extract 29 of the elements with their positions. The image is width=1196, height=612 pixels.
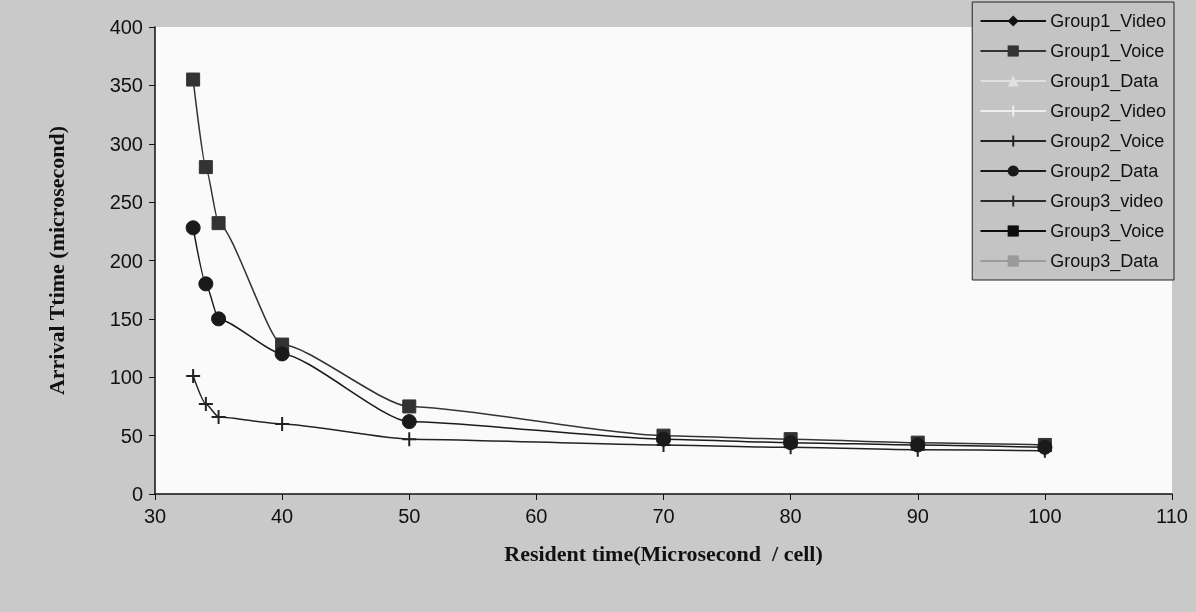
legend-label: Group1_Voice — [1050, 41, 1165, 62]
y-tick-label: 300 — [109, 132, 143, 155]
y-tick-label: 400 — [109, 16, 143, 38]
x-tick-label: 100 — [1028, 505, 1062, 527]
y-tick-label: 0 — [131, 483, 143, 505]
legend-label: Group1_Video — [1050, 11, 1166, 32]
x-tick-label: 70 — [652, 505, 675, 527]
x-tick-label: 60 — [525, 505, 548, 527]
x-tick-label: 90 — [906, 505, 929, 527]
y-axis-title: Arrival Ttime (microsecond) — [43, 125, 69, 396]
y-tick-label: 50 — [120, 424, 143, 447]
y-tick-label: 200 — [109, 249, 143, 272]
y-tick-label: 150 — [109, 307, 143, 330]
legend-label: Group2_Video — [1050, 101, 1166, 122]
y-tick-label: 250 — [109, 191, 143, 214]
legend-label: Group3_Voice — [1050, 221, 1165, 242]
x-tick-label: 110 — [1156, 505, 1188, 527]
legend-label: Group3_video — [1050, 191, 1164, 212]
legend-label: Group2_Data — [1050, 161, 1160, 182]
y-tick-label: 350 — [109, 74, 143, 97]
x-tick-label: 80 — [779, 505, 802, 527]
x-tick-label: 40 — [271, 505, 294, 527]
legend-label: Group1_Data — [1050, 71, 1160, 92]
y-tick-label: 100 — [109, 366, 143, 389]
legend-label: Group3_Data — [1050, 251, 1160, 272]
x-axis-title: Resident time(Microsecond / cell) — [504, 540, 823, 566]
x-tick-label: 50 — [398, 505, 421, 527]
legend-label: Group2_Voice — [1050, 131, 1165, 152]
x-tick-label: 30 — [143, 505, 167, 527]
